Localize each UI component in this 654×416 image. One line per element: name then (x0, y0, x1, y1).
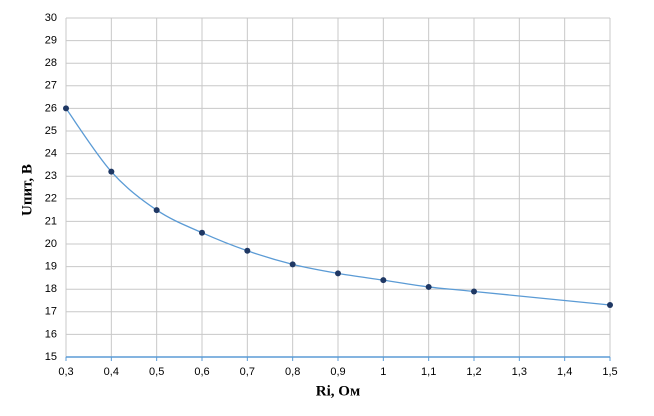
x-tick-label: 1 (380, 366, 386, 378)
y-tick-label: 15 (45, 351, 57, 363)
y-tick-label: 20 (45, 238, 57, 250)
y-tick-label: 18 (45, 283, 57, 295)
x-tick-label: 0,3 (58, 366, 73, 378)
x-tick-label: 0,6 (194, 366, 209, 378)
x-tick-label: 1,3 (512, 366, 527, 378)
x-tick-label: 0,8 (285, 366, 300, 378)
data-point (380, 277, 387, 284)
y-tick-label: 28 (45, 57, 57, 69)
y-tick-label: 23 (45, 170, 57, 182)
data-point (63, 105, 69, 112)
y-axis-title: Uпит, В (19, 164, 35, 216)
y-tick-label: 22 (45, 193, 57, 205)
y-tick-label: 30 (45, 12, 57, 24)
y-tick-label: 29 (45, 35, 57, 47)
y-tick-label: 27 (45, 80, 57, 92)
y-tick-label: 19 (45, 261, 57, 273)
y-tick-label: 16 (45, 328, 57, 340)
x-tick-label: 0,5 (149, 366, 164, 378)
x-tick-label: 1,2 (466, 366, 481, 378)
y-tick-label: 25 (45, 125, 57, 137)
data-point (425, 283, 432, 290)
x-tick-label: 0,9 (330, 366, 345, 378)
data-point (108, 168, 115, 175)
x-tick-label: 0,4 (104, 366, 119, 378)
data-point (244, 247, 251, 254)
x-tick-label: 1,5 (602, 366, 617, 378)
data-point (289, 261, 296, 268)
data-point (199, 229, 205, 236)
y-tick-label: 24 (45, 148, 57, 160)
x-tick-label: 1,1 (421, 366, 436, 378)
data-point (153, 207, 160, 214)
data-point (607, 302, 613, 309)
x-tick-label: 0,7 (240, 366, 255, 378)
data-point (335, 270, 341, 277)
data-point (471, 288, 477, 295)
x-tick-label: 1,4 (557, 366, 572, 378)
y-tick-label: 17 (45, 306, 57, 318)
y-tick-label: 21 (45, 215, 57, 227)
y-tick-label: 26 (45, 102, 57, 114)
x-axis-title: Ri, Ом (316, 383, 360, 399)
